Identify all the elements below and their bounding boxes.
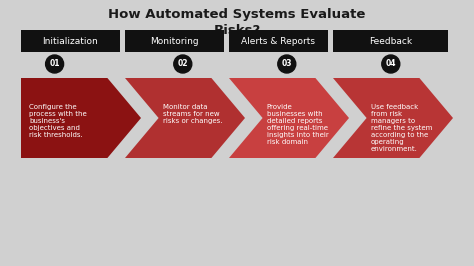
Text: How Automated Systems Evaluate
Risks?: How Automated Systems Evaluate Risks? — [109, 8, 365, 37]
Circle shape — [278, 55, 296, 73]
Text: Feedback: Feedback — [369, 36, 412, 45]
Text: 03: 03 — [282, 60, 292, 69]
Polygon shape — [125, 78, 245, 158]
Text: 04: 04 — [385, 60, 396, 69]
Text: Monitoring: Monitoring — [150, 36, 199, 45]
Text: Monitor data
streams for new
risks or changes.: Monitor data streams for new risks or ch… — [163, 103, 222, 124]
Polygon shape — [21, 78, 141, 158]
Text: 01: 01 — [49, 60, 60, 69]
Polygon shape — [333, 78, 453, 158]
FancyBboxPatch shape — [21, 30, 120, 52]
Circle shape — [46, 55, 64, 73]
FancyBboxPatch shape — [125, 30, 224, 52]
Text: Initialization: Initialization — [43, 36, 99, 45]
FancyBboxPatch shape — [333, 30, 448, 52]
Circle shape — [382, 55, 400, 73]
Circle shape — [174, 55, 192, 73]
Text: Provide
businesses with
detailed reports
offering real-time
insights into their
: Provide businesses with detailed reports… — [266, 103, 328, 145]
FancyBboxPatch shape — [229, 30, 328, 52]
Text: Alerts & Reports: Alerts & Reports — [241, 36, 316, 45]
Text: Configure the
process with the
business's
objectives and
risk thresholds.: Configure the process with the business'… — [29, 103, 87, 138]
Text: Use feedback
from risk
managers to
refine the system
according to the
operating
: Use feedback from risk managers to refin… — [371, 103, 432, 152]
Polygon shape — [229, 78, 349, 158]
Text: 02: 02 — [178, 60, 188, 69]
